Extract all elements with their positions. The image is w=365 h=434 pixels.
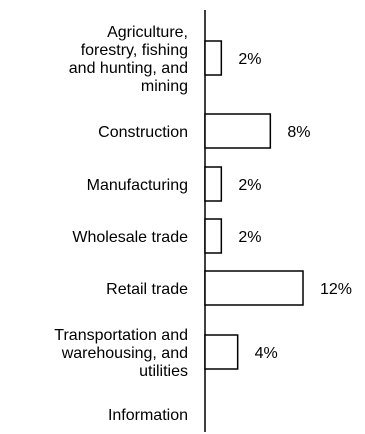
category-label-line: Retail trade (106, 281, 188, 298)
category-label-manufacturing: Manufacturing (87, 177, 188, 194)
category-label-line: forestry, fishing (81, 42, 188, 59)
data-label-wholesale-trade: 2% (238, 229, 261, 246)
data-label-manufacturing: 2% (238, 177, 261, 194)
bar-transportation-and-warehousing-and-utilities (204, 334, 239, 370)
category-label-line: Wholesale trade (72, 229, 188, 246)
chart-marks: Agriculture, forestry, fishing and hunting… (54, 24, 352, 424)
data-label-retail-trade: 12% (320, 281, 352, 298)
data-label-transportation-and-warehousing-and-utilities: 4% (255, 345, 278, 362)
bar-agriculture-forestry-fishing-and-hunting-and-mining (204, 40, 223, 76)
data-label-agriculture-forestry-fishing-and-hunting-and-mining: 2% (238, 51, 261, 68)
bar-wholesale-trade (204, 218, 223, 254)
category-label-line: Transportation and (54, 327, 188, 344)
category-label-line: utilities (139, 363, 188, 380)
category-label-line: Manufacturing (87, 177, 188, 194)
category-label-line: mining (141, 78, 188, 95)
bar-retail-trade (204, 270, 304, 306)
category-label-line: Agriculture, (107, 24, 188, 41)
category-label-line: Construction (98, 124, 188, 141)
category-label-retail-trade: Retail trade (106, 281, 188, 298)
category-label-agriculture-forestry-fishing-and-hunting-and-mining: Agriculture, forestry, fishing and hunting… (69, 24, 188, 95)
category-label-line: and hunting, and (69, 60, 188, 77)
category-label-construction: Construction (98, 124, 188, 141)
category-label-information: Information (108, 407, 188, 424)
bar-construction (204, 113, 272, 149)
bar-manufacturing (204, 166, 223, 202)
data-label-construction: 8% (287, 124, 310, 141)
category-label-wholesale-trade: Wholesale trade (72, 229, 188, 246)
category-label-transportation-and-warehousing-and-utilities: Transportation and warehousing, and utilit… (54, 327, 188, 380)
category-label-line: Information (108, 407, 188, 424)
category-label-line: warehousing, and (61, 345, 188, 362)
